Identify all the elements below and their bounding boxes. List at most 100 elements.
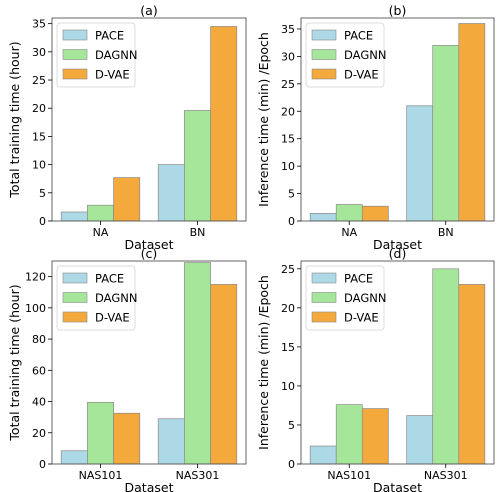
legend: PACE DAGNN D-VAE	[305, 22, 386, 88]
legend-swatch	[311, 292, 337, 303]
legend-swatch	[62, 292, 88, 303]
bar-dvae-bn	[210, 26, 238, 222]
y-tick-label: 20	[32, 427, 46, 440]
legend-label: D-VAE	[95, 311, 130, 325]
x-tick-label: BN	[190, 226, 206, 239]
y-tick-label: 10	[281, 160, 295, 173]
y-tick-label: 5	[288, 419, 295, 432]
chart-panel-0: 0 5 10 15 20 25 30 35 NA BN (a) Dataset Total traini…	[7, 3, 247, 252]
legend-label: PACE	[95, 29, 124, 43]
axes-frame	[300, 260, 495, 465]
bar-dagnn-nas101	[335, 404, 363, 465]
chart-title: (d)	[389, 246, 407, 261]
y-tick-label: 25	[32, 74, 46, 87]
legend-label: D-VAE	[95, 68, 130, 82]
y-tick-label: 25	[281, 263, 295, 276]
y-tick-label: 80	[32, 333, 46, 346]
legend-label: PACE	[95, 272, 124, 286]
y-tick-label: 15	[281, 133, 295, 146]
bar-dagnn-nas301	[432, 268, 460, 465]
chart-panel-1: 0 5 10 15 20 25 30 35 NA BN (b) Dataset Inference ti…	[256, 3, 495, 252]
x-tick-label: NAS101	[327, 469, 371, 482]
bar-dagnn-bn	[432, 45, 460, 222]
axes-frame	[51, 260, 247, 465]
chart-title: (a)	[140, 3, 157, 18]
chart-title: (b)	[389, 3, 407, 18]
bar-dagnn-nas101	[87, 401, 114, 465]
x-tick-label: NAS301	[424, 469, 468, 482]
bar-pace-nas301	[406, 415, 434, 465]
y-tick-label: 20	[32, 102, 46, 115]
bar-dvae-nas101	[113, 412, 141, 465]
legend-label: DAGNN	[95, 291, 137, 305]
y-tick-label: 35	[281, 23, 295, 36]
bar-dvae-nas301	[458, 284, 486, 465]
axes-frame	[300, 17, 495, 222]
x-axis-label: Dataset	[373, 237, 422, 252]
legend-label: PACE	[344, 29, 373, 43]
bar-dvae-nas301	[210, 284, 238, 465]
bar-pace-bn	[406, 105, 434, 222]
legend-label: D-VAE	[344, 68, 379, 82]
bar-pace-nas301	[157, 418, 185, 465]
legend-swatch	[62, 68, 88, 80]
bar-pace-nas101	[60, 450, 88, 465]
legend-swatch	[62, 272, 88, 284]
x-tick-label: NAS101	[79, 469, 123, 482]
legend-swatch	[62, 49, 88, 60]
legend-label: DAGNN	[344, 48, 386, 62]
legend-label: DAGNN	[344, 291, 386, 305]
x-tick-label: NA	[93, 226, 109, 239]
y-tick-label: 10	[281, 380, 295, 393]
bar-dvae-na	[113, 177, 141, 222]
bar-dvae-nas101	[361, 408, 389, 465]
legend-swatch	[311, 311, 337, 323]
x-axis-label: Dataset	[125, 480, 174, 492]
legend-swatch	[311, 272, 337, 284]
legend: PACE DAGNN D-VAE	[56, 22, 137, 88]
x-tick-label: BN	[438, 226, 454, 239]
y-axis-label: Total training time (hour)	[7, 41, 22, 198]
y-axis-label: Inference time (min) /Epoch	[256, 275, 271, 450]
legend-swatch	[311, 29, 337, 41]
axes-frame	[51, 17, 247, 222]
legend-swatch	[62, 311, 88, 323]
chart-panel-3: 0 5 10 15 20 25 NAS101 NAS301 (d) Dataset Inferenc…	[256, 246, 495, 492]
bar-dvae-bn	[458, 23, 486, 222]
legend-label: DAGNN	[95, 48, 137, 62]
y-tick-label: 30	[281, 50, 295, 63]
y-tick-label: 15	[281, 341, 295, 354]
y-tick-label: 0	[288, 458, 295, 471]
legend-swatch	[311, 49, 337, 60]
legend: PACE DAGNN D-VAE	[56, 265, 137, 331]
legend-label: PACE	[344, 272, 373, 286]
chart-title: (c)	[141, 246, 158, 261]
chart-panel-2: 0 20 40 60 80 100 120 NAS101 NAS301 (c) Dataset Tot…	[7, 246, 247, 492]
y-tick-label: 0	[39, 215, 46, 228]
y-tick-label: 5	[288, 188, 295, 201]
x-tick-label: NAS301	[176, 469, 220, 482]
bar-pace-nas101	[309, 445, 337, 465]
legend: PACE DAGNN D-VAE	[305, 265, 386, 331]
y-tick-label: 10	[32, 159, 46, 172]
y-tick-label: 5	[39, 187, 46, 200]
y-tick-label: 120	[25, 271, 46, 284]
bar-pace-na	[60, 211, 88, 222]
bar-dagnn-bn	[184, 110, 211, 222]
y-tick-label: 30	[32, 46, 46, 59]
y-tick-label: 20	[281, 105, 295, 118]
bar-pace-bn	[157, 164, 185, 222]
x-axis-label: Dataset	[125, 237, 174, 252]
y-tick-label: 0	[288, 215, 295, 228]
bar-dagnn-na	[335, 204, 363, 222]
y-tick-label: 35	[32, 18, 46, 31]
legend-label: D-VAE	[344, 311, 379, 325]
y-tick-label: 25	[281, 78, 295, 91]
legend-swatch	[311, 68, 337, 80]
y-tick-label: 100	[25, 302, 46, 315]
bar-pace-na	[309, 212, 337, 222]
y-tick-label: 20	[281, 302, 295, 315]
x-axis-label: Dataset	[373, 480, 422, 492]
x-tick-label: NA	[341, 226, 357, 239]
